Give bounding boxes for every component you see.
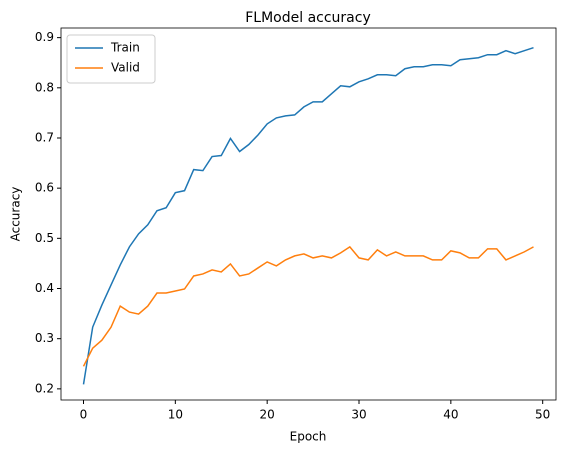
x-tick-label: 10 <box>168 408 183 422</box>
legend-label: Train <box>110 41 140 55</box>
x-tick-label: 50 <box>535 408 550 422</box>
x-tick-label: 40 <box>443 408 458 422</box>
y-tick-label: 0.7 <box>35 130 54 144</box>
legend-label: Valid <box>111 61 140 75</box>
x-tick-label: 30 <box>351 408 366 422</box>
y-tick-label: 0.9 <box>35 30 54 44</box>
line-series <box>82 46 534 385</box>
x-axis-label: Epoch <box>290 430 327 444</box>
legend-box <box>66 34 156 84</box>
y-axis-label: Accuracy <box>9 187 23 242</box>
y-tick-label: 0.4 <box>35 281 54 295</box>
line-series <box>82 245 534 367</box>
y-tick-label: 0.3 <box>35 331 54 345</box>
y-tick-label: 0.6 <box>35 181 54 195</box>
x-tick-label: 0 <box>80 408 88 422</box>
y-tick-label: 0.2 <box>35 381 54 395</box>
x-tick-label: 20 <box>260 408 275 422</box>
y-tick-label: 0.8 <box>35 80 54 94</box>
y-tick-label: 0.5 <box>35 231 54 245</box>
chart-title: FLModel accuracy <box>245 10 371 26</box>
plot-frame <box>60 27 557 401</box>
